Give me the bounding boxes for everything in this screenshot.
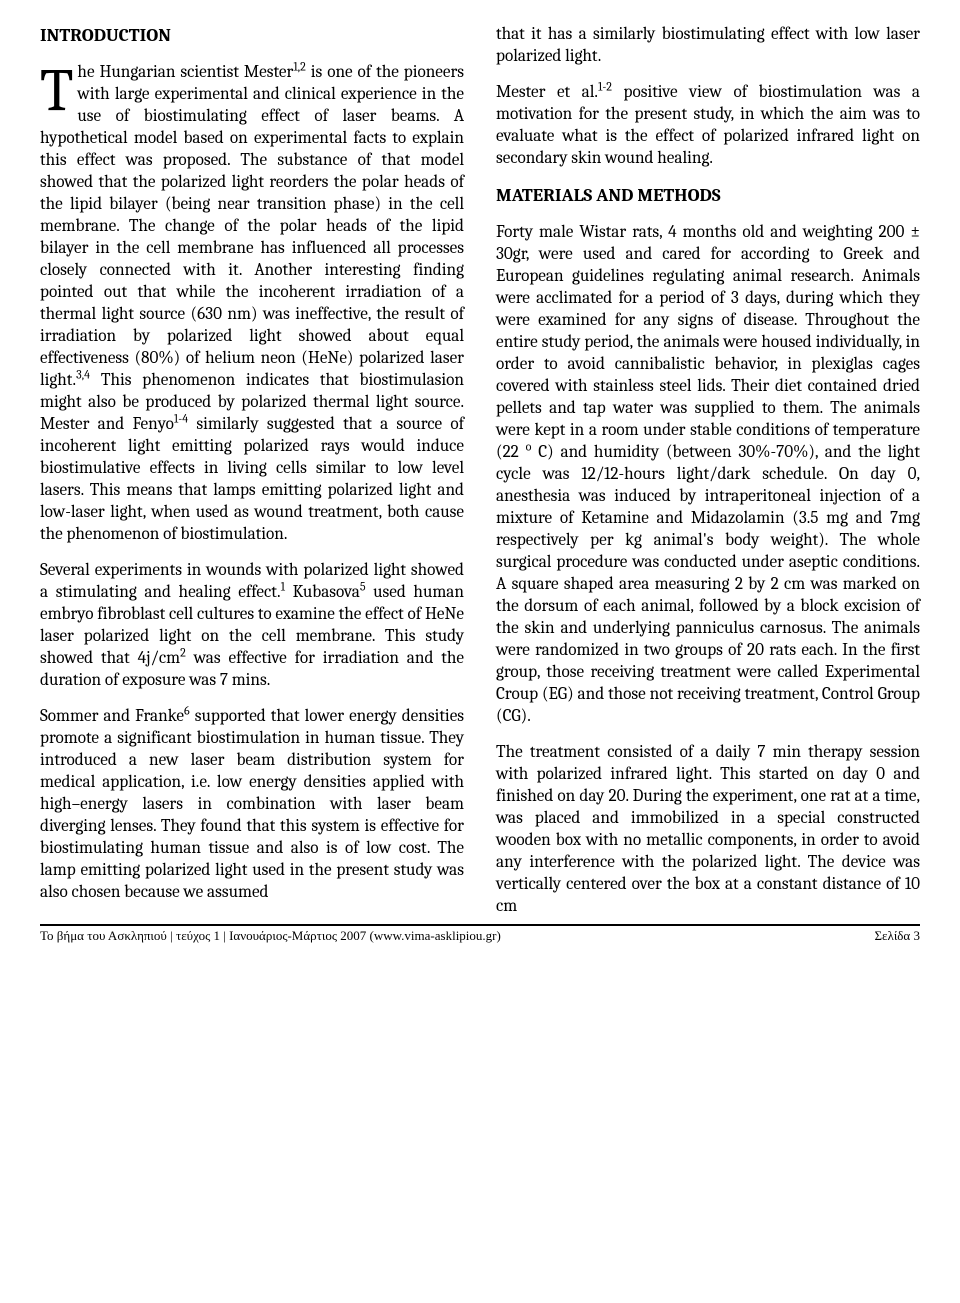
p1-text-b: is one of the pioneers with large experi… (40, 63, 464, 390)
paragraph-4: Mester et al.1-2 positive view of biosti… (496, 82, 920, 170)
p4-citation-1: 1-2 (598, 80, 612, 94)
footer-page-number: Σελίδα 3 (874, 928, 920, 944)
paragraph-5: Forty male Wistar rats, 4 months old and… (496, 222, 920, 728)
p1-citation-1: 1,2 (293, 60, 306, 74)
p3-text-b: supported that lower energy densities pr… (40, 707, 464, 902)
p2-text-b: Kubasova (285, 583, 360, 602)
p3-text-a: Sommer and Franke (40, 707, 184, 726)
paragraph-6: The treatment consisted of a daily 7 min… (496, 742, 920, 918)
p3-text-c: that it has a similarly biostimulating e… (496, 25, 920, 66)
paragraph-2: Several experiments in wounds with polar… (40, 560, 464, 692)
p1-text-a: he Hungarian scientist Mester (77, 63, 293, 82)
dropcap: T (40, 62, 77, 115)
heading-materials: MATERIALS AND METHODS (496, 184, 920, 208)
paragraph-1: The Hungarian scientist Mester1,2 is one… (40, 62, 464, 546)
footer-journal: Το βήμα του Ασκληπιού | τεύχος 1 | Ιανου… (40, 928, 501, 944)
paragraph-3b: that it has a similarly biostimulating e… (496, 24, 920, 68)
p5-text-b: C) and humidity (between 30%-70%), and t… (496, 443, 920, 726)
p1-text-d: similarly suggested that a source of inc… (40, 415, 464, 544)
page-footer: Το βήμα του Ασκληπιού | τεύχος 1 | Ιανου… (40, 924, 920, 944)
p6-text: The treatment consisted of a daily 7 min… (496, 743, 920, 916)
heading-introduction: INTRODUCTION (40, 24, 464, 48)
p5-text-a: Forty male Wistar rats, 4 months old and… (496, 223, 920, 462)
p1-citation-2: 3,4 (76, 368, 90, 382)
paragraph-3a: Sommer and Franke6 supported that lower … (40, 706, 464, 904)
text-columns: INTRODUCTION The Hungarian scientist Mes… (40, 24, 920, 918)
p4-text-a: Mester et al. (496, 83, 598, 102)
p1-citation-3: 1-4 (174, 412, 188, 426)
